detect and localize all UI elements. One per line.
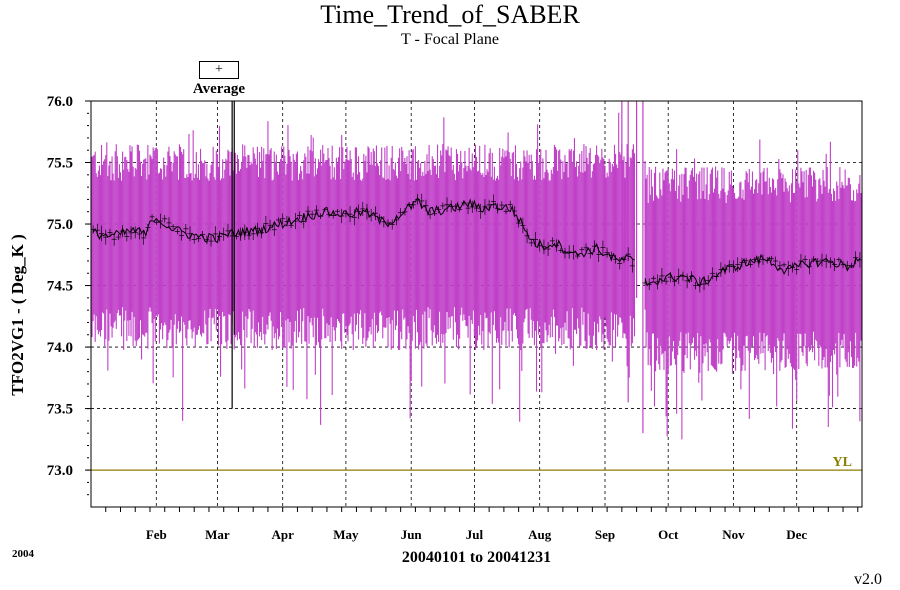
- x-tick-label: Oct: [658, 527, 679, 542]
- x-tick-label: Jul: [466, 527, 484, 542]
- x-tick-label: Jun: [401, 527, 423, 542]
- average-series: [90, 193, 863, 293]
- x-tick-label: Dec: [786, 527, 807, 542]
- average-line: [644, 253, 861, 288]
- x-tick-label: May: [333, 527, 359, 542]
- y-tick-label: 75.5: [47, 156, 73, 172]
- y-tick-label: 76.0: [47, 94, 73, 110]
- y-tick-label: 73.5: [47, 402, 73, 418]
- x-axis-label: 20040101 to 20041231: [401, 549, 552, 566]
- chart-title: Time_Trend_of_SABER: [320, 0, 580, 29]
- y-tick-label: 75.0: [47, 217, 73, 233]
- plot-frame: [90, 100, 863, 508]
- x-tick-label: Feb: [146, 527, 167, 542]
- range-bars: [91, 101, 862, 440]
- x-tick-label: Sep: [595, 527, 615, 542]
- y-tick-label: 73.0: [47, 463, 73, 479]
- y-tick-label: 74.0: [47, 340, 73, 356]
- x-tick-label: Aug: [528, 527, 552, 542]
- x-tick-label: Mar: [205, 527, 230, 542]
- x-tick-label: Apr: [272, 527, 295, 542]
- reference-line-label: YL: [833, 455, 852, 470]
- x-tick-label: Nov: [722, 527, 745, 542]
- reference-line-group: YL: [91, 455, 862, 471]
- y-tick-label: 74.5: [47, 279, 73, 295]
- version-label: v2.0: [854, 571, 882, 588]
- axes: 73.0 73.5 74.0 74.5 75.0 75.5 76.0 Feb Mar Apr May…: [47, 94, 859, 542]
- year-label: 2004: [12, 548, 34, 560]
- legend-symbol-box: +: [199, 61, 239, 79]
- chart-subtitle: T - Focal Plane: [401, 31, 499, 48]
- legend-label: Average: [192, 81, 246, 97]
